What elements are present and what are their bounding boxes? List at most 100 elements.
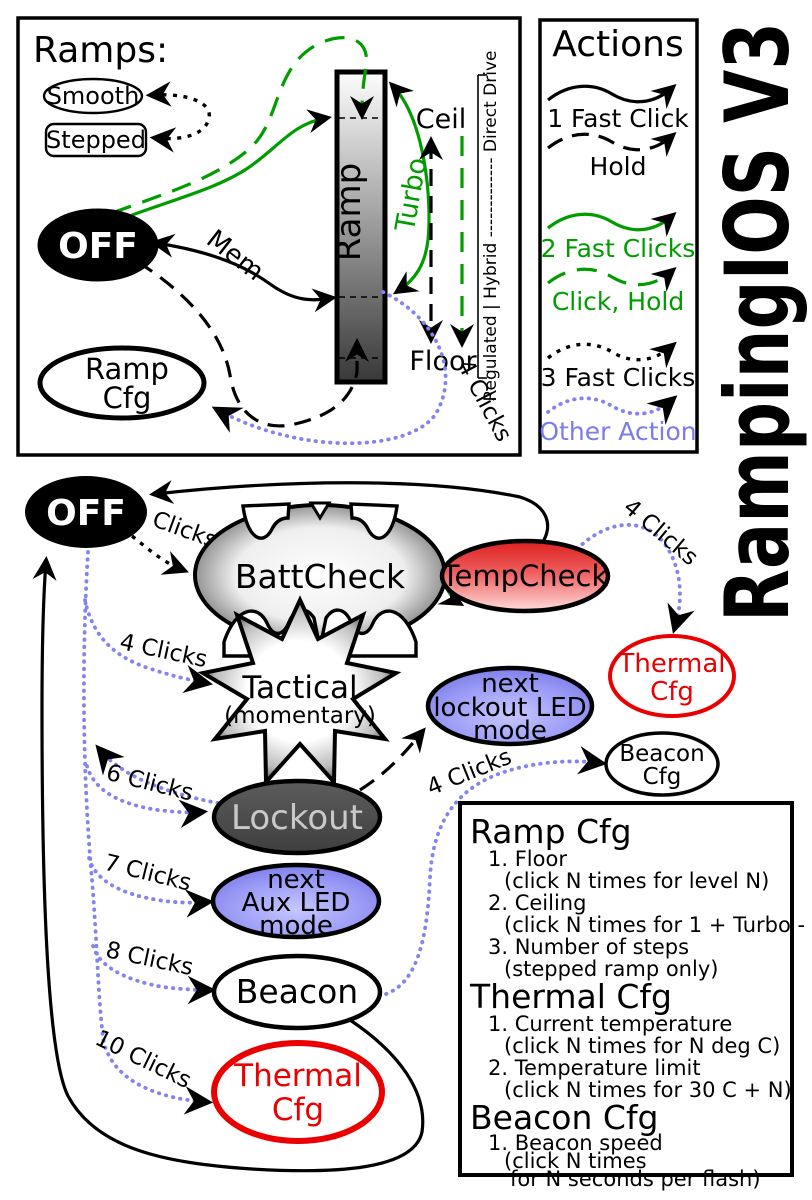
4clicks-beacon-label: 4 Clicks bbox=[423, 744, 515, 801]
cfg-line: 2. Ceiling bbox=[488, 891, 586, 915]
legend-label-hold: Hold bbox=[590, 152, 647, 181]
edge-lockout-return-off bbox=[95, 744, 220, 805]
legend-label-clickhold: Click, Hold bbox=[552, 287, 684, 316]
actions-panel: Actions 1 Fast Click Hold 2 Fast Clicks … bbox=[538, 18, 699, 454]
lockout-label: Lockout bbox=[231, 798, 363, 838]
ceil-label: Ceil bbox=[416, 104, 466, 135]
off-node-top bbox=[37, 208, 159, 282]
thermal-cfg-node bbox=[608, 634, 736, 718]
actions-panel-title: Actions bbox=[552, 24, 684, 65]
cfg-line: (stepped ramp only) bbox=[504, 957, 718, 981]
7clicks-label: 7 Clicks bbox=[101, 850, 193, 897]
edge-4clicks-beaconcfg bbox=[377, 746, 608, 998]
cfg-line: 2. Temperature limit bbox=[488, 1056, 701, 1080]
edge-tempcheck-off bbox=[149, 480, 550, 544]
edge-off-2clicks-ceil bbox=[107, 109, 332, 226]
tempcheck-node bbox=[439, 538, 611, 614]
legend-arrow-clickhold bbox=[547, 267, 677, 292]
tactical-label-2: (momentary) bbox=[224, 703, 376, 729]
cfg-thermal-heading: Thermal Cfg bbox=[469, 977, 672, 1016]
aux-led-label-2: Aux LED bbox=[242, 888, 351, 918]
legend-arrow-3fastclicks bbox=[546, 341, 677, 369]
ramp-bar-label: Ramp bbox=[329, 163, 369, 261]
tactical-node bbox=[197, 595, 402, 788]
cfg-info-box-border bbox=[458, 801, 794, 1177]
legend-label-otheraction: Other Action bbox=[539, 417, 696, 446]
smooth-label: Smooth bbox=[47, 82, 140, 110]
state-diagram: 3 Clicks 4 Clicks 4 Clicks 6 Clicks 4 Cl… bbox=[25, 476, 736, 1173]
bat-ear-cutout-left bbox=[241, 502, 291, 540]
legend-label-1fastclick: 1 Fast Click bbox=[547, 104, 689, 133]
lockout-node bbox=[211, 778, 383, 856]
lockout-led-node bbox=[425, 665, 595, 747]
cfg-line: 1. Current temperature bbox=[488, 1012, 732, 1036]
10clicks-label: 10 Clicks bbox=[91, 1025, 195, 1094]
edge-10clicks-thermalcfg bbox=[82, 550, 214, 1115]
ramp-cfg-label-1: Ramp bbox=[85, 352, 169, 386]
lockout-led-label-1: next bbox=[481, 669, 539, 699]
beacon-label: Beacon bbox=[236, 972, 358, 1011]
edge-return-loop-off bbox=[32, 556, 425, 1173]
thermal-cfg-label-2: Cfg bbox=[650, 677, 694, 707]
aux-led-label-1: next bbox=[267, 865, 325, 895]
thermal-cfg2-label-1: Thermal bbox=[233, 1058, 362, 1094]
edge-6clicks-lockout bbox=[85, 764, 209, 828]
legend-label-3fastclicks: 3 Fast Clicks bbox=[541, 363, 696, 392]
thermal-cfg2-label-2: Cfg bbox=[272, 1092, 324, 1128]
edge-3clicks-battcheck bbox=[130, 534, 189, 575]
drive-scale-label: Regulated | Hybrid ------------- Direct … bbox=[481, 51, 501, 402]
beacon-cfg-label-1: Beacon bbox=[619, 741, 704, 767]
legend-arrow-2fastclicks bbox=[547, 212, 677, 237]
stepped-label: Stepped bbox=[46, 126, 146, 154]
edge-smooth-stepped-toggle bbox=[145, 81, 211, 153]
bat-head-notch bbox=[308, 501, 332, 521]
legend-arrow-1fastclick bbox=[547, 84, 677, 109]
beacon-node bbox=[211, 953, 383, 1031]
6clicks-label: 6 Clicks bbox=[103, 760, 195, 807]
page-title: RampingIOS V3 bbox=[706, 22, 809, 622]
lockout-led-label-2: lockout LED bbox=[433, 693, 586, 723]
cfg-line: 1. Beacon speed bbox=[488, 1131, 663, 1155]
cfg-info-box: Ramp Cfg 1. Floor (click N times for lev… bbox=[458, 801, 812, 1191]
cfg-line: 3. Number of steps bbox=[488, 935, 689, 959]
thermal-cfg-label-1: Thermal bbox=[617, 649, 725, 679]
4clicks-tactical-label: 4 Clicks bbox=[117, 629, 209, 673]
tempcheck-label: TempCheck bbox=[441, 559, 609, 593]
aux-led-node bbox=[210, 862, 382, 940]
battcheck-label: BattCheck bbox=[235, 557, 406, 596]
aux-led-label-3: mode bbox=[259, 911, 333, 941]
off-label-bottom: OFF bbox=[46, 493, 126, 534]
off-node-bottom bbox=[25, 476, 147, 548]
off-label-top: OFF bbox=[58, 226, 138, 267]
edge-4clicks-rampcfg bbox=[211, 290, 448, 446]
cfg-line: (click N times bbox=[504, 1149, 647, 1173]
ramp-cfg-label-2: Cfg bbox=[103, 381, 152, 415]
legend-arrow-hold bbox=[547, 132, 677, 157]
cfg-line: for N seconds per flash) bbox=[510, 1167, 761, 1191]
edge-off-mem bbox=[150, 233, 337, 313]
ramps-panel: Ramps: Smooth Stepped Ramp Mem Turbo Cei… bbox=[16, 16, 522, 457]
edge-8clicks-beacon bbox=[91, 944, 217, 1005]
smooth-node bbox=[42, 77, 144, 115]
edge-4clicks-tactical bbox=[83, 598, 214, 694]
cfg-line: 1. Floor bbox=[488, 847, 567, 871]
8clicks-label: 8 Clicks bbox=[103, 937, 195, 981]
cfg-line: (click N times for 1 + Turbo - N) bbox=[504, 913, 812, 937]
tactical-label-1: Tactical bbox=[241, 670, 357, 706]
edge-off-hold-floor bbox=[137, 260, 369, 428]
ramp-cfg-node bbox=[37, 345, 207, 421]
4clicks-thermal-label: 4 Clicks bbox=[618, 494, 703, 571]
cfg-line: (click N times for level N) bbox=[504, 869, 769, 893]
legend-arrow-otheraction bbox=[546, 395, 678, 425]
edge-7clicks-auxled bbox=[87, 856, 215, 918]
beacon-cfg-node bbox=[604, 731, 720, 797]
legend-label-2fastclicks: 2 Fast Clicks bbox=[541, 234, 696, 263]
cfg-ramp-heading: Ramp Cfg bbox=[470, 812, 632, 851]
edge-lockout-hold-led bbox=[359, 727, 426, 792]
cfg-line: (click N times for 30 C + N) bbox=[504, 1078, 792, 1102]
ramp-bar bbox=[334, 69, 388, 385]
ramps-panel-title: Ramps: bbox=[33, 30, 168, 71]
cfg-line: (click N times for N deg C) bbox=[504, 1034, 780, 1058]
